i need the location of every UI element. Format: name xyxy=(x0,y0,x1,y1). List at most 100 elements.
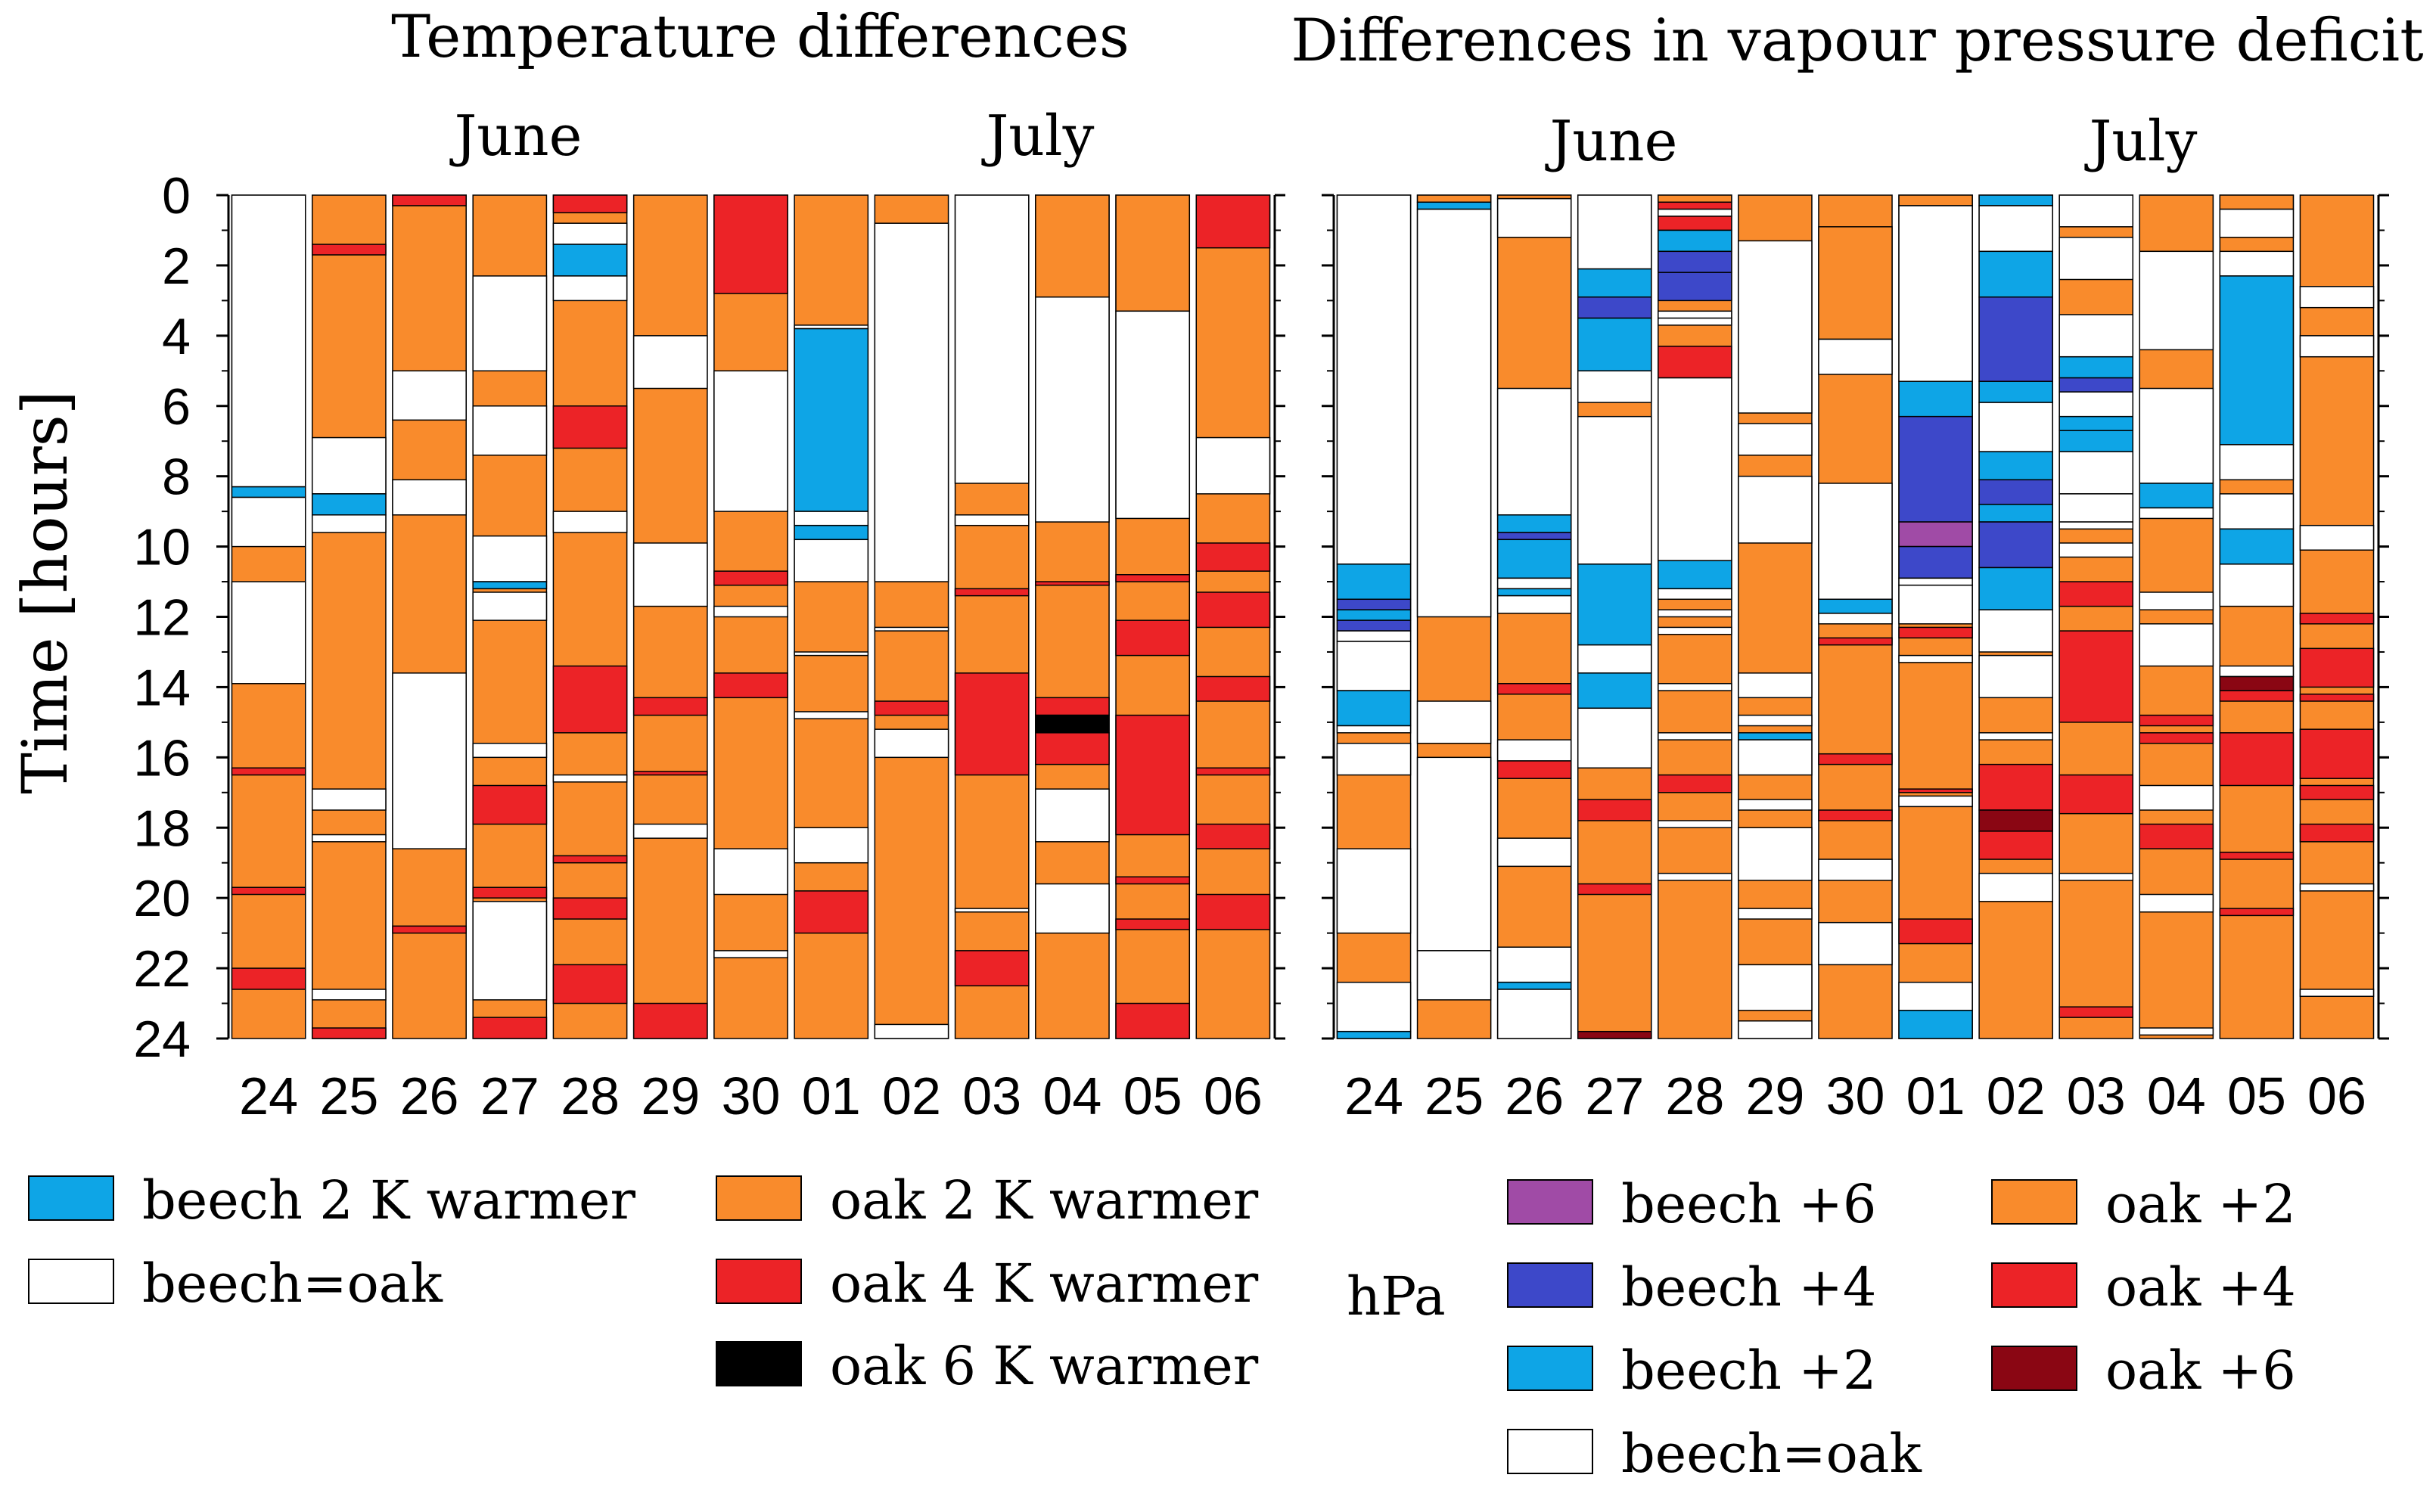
vpd-cell-equal xyxy=(1818,613,1893,625)
vpd-cell-equal xyxy=(2219,444,2295,481)
temperature-cell-equal xyxy=(311,788,387,811)
temperature-cell-equal xyxy=(472,591,548,621)
vpd-legend-swatch-beech6 xyxy=(1507,1179,1593,1225)
vpd-cell-equal xyxy=(2058,493,2134,523)
vpd-column-04 xyxy=(2139,194,2214,1039)
vpd-cell-oak2 xyxy=(1898,194,1973,206)
temperature-cell-equal xyxy=(954,908,1030,913)
vpd-cell-equal xyxy=(1818,858,1893,881)
vpd-x-tick-label: 24 xyxy=(1344,1066,1403,1125)
vpd-cell-beech4 xyxy=(1577,296,1652,319)
vpd-cell-beech2 xyxy=(1577,268,1652,298)
vpd-cell-equal xyxy=(1978,654,2053,699)
vpd-cell-oak4 xyxy=(1818,637,1893,646)
temperature-column-base xyxy=(632,194,708,1039)
temperature-cell-oak4 xyxy=(954,950,1030,987)
temperature-column-25 xyxy=(311,194,387,1039)
y-tick-label: 4 xyxy=(162,308,191,365)
vpd-cell-beech4 xyxy=(1336,619,1412,632)
temperature-cell-oak6 xyxy=(1035,714,1110,734)
vpd-cell-oak4 xyxy=(1658,774,1732,793)
temperature-cell-equal xyxy=(713,370,788,512)
vpd-cell-beech4 xyxy=(1336,598,1412,610)
vpd-cell-equal xyxy=(1496,387,1572,516)
vpd-cell-beech2 xyxy=(1978,380,2053,403)
temperature-cell-equal xyxy=(472,405,548,456)
vpd-cell-oak6 xyxy=(1978,809,2053,832)
temperature-cell-equal xyxy=(874,626,949,632)
temperature-legend-item-equal: beech=oak xyxy=(28,1253,443,1315)
temperature-cell-oak4 xyxy=(632,771,708,776)
temperature-cell-equal xyxy=(311,436,387,495)
temperature-x-tick-label: 03 xyxy=(962,1066,1021,1125)
vpd-cell-oak4 xyxy=(2219,732,2295,787)
vpd-x-tick-label: 27 xyxy=(1585,1066,1644,1125)
vpd-cell-equal xyxy=(2058,872,2134,881)
temperature-x-tick-label: 01 xyxy=(802,1066,861,1125)
temperature-cell-equal xyxy=(713,848,788,896)
temperature-panel: Temperature differences June July Time [… xyxy=(10,3,1285,1125)
temperature-cell-oak4 xyxy=(552,194,628,213)
temperature-cell-oak4 xyxy=(1035,697,1110,716)
vpd-cell-oak6 xyxy=(1577,1030,1652,1039)
temperature-cell-beech2 xyxy=(794,328,869,512)
vpd-column-30 xyxy=(1818,194,1893,1039)
temperature-cell-equal xyxy=(472,275,548,372)
vpd-column-28 xyxy=(1658,194,1732,1039)
temperature-cell-oak4 xyxy=(311,1027,387,1039)
temperature-column-06 xyxy=(1195,194,1271,1039)
vpd-column-26 xyxy=(1496,194,1572,1039)
vpd-legend-item-beech4: beech +4 xyxy=(1507,1256,1876,1318)
vpd-cell-oak4 xyxy=(2299,728,2375,779)
vpd-cell-equal xyxy=(1898,654,1973,663)
vpd-cell-oak4 xyxy=(1658,216,1732,231)
y-axis-label: Time [hours] xyxy=(10,390,82,794)
temperature-cell-equal xyxy=(472,743,548,759)
vpd-cell-beech2 xyxy=(1898,380,1973,418)
vpd-cell-equal xyxy=(1658,626,1732,635)
vpd-cell-equal xyxy=(2058,194,2134,228)
vpd-cell-beech2 xyxy=(1658,560,1732,590)
vpd-cell-oak4 xyxy=(1978,831,2053,860)
vpd-cell-beech2 xyxy=(1496,514,1572,533)
vpd-column-24 xyxy=(1336,194,1412,1039)
vpd-cell-equal xyxy=(2299,883,2375,892)
vpd-cell-oak4 xyxy=(2219,908,2295,917)
vpd-cell-equal xyxy=(2058,521,2134,530)
temperature-cells xyxy=(231,194,1271,1039)
temperature-cell-oak4 xyxy=(1115,714,1191,836)
y-tick-label: 20 xyxy=(133,870,191,927)
temperature-month-july: July xyxy=(981,104,1095,169)
temperature-cell-equal xyxy=(1115,310,1191,520)
vpd-cell-oak4 xyxy=(2058,1006,2134,1018)
temperature-cell-equal xyxy=(632,335,708,390)
temperature-column-27 xyxy=(472,194,548,1039)
vpd-legend-label-beech6: beech +6 xyxy=(1621,1173,1876,1235)
vpd-cell-beech2 xyxy=(1416,201,1492,210)
temperature-cell-equal xyxy=(713,605,788,618)
temperature-cell-equal xyxy=(794,651,869,657)
temperature-cell-oak4 xyxy=(231,886,306,896)
temperature-cell-oak4 xyxy=(392,925,467,934)
vpd-cell-equal xyxy=(1738,714,1813,727)
vpd-cell-beech2 xyxy=(1577,317,1652,372)
vpd-cell-equal xyxy=(1496,197,1572,238)
vpd-cell-beech2 xyxy=(1496,588,1572,597)
y-tick-label: 22 xyxy=(133,940,191,998)
temperature-cell-equal xyxy=(392,672,467,849)
y-tick-label: 6 xyxy=(162,378,191,436)
vpd-cell-beech2 xyxy=(1336,609,1412,621)
vpd-legend-swatch-oak6 xyxy=(1991,1346,2077,1391)
vpd-cell-equal xyxy=(2139,623,2214,667)
temperature-x-tick-label: 27 xyxy=(480,1066,539,1125)
temperature-legend: beech 2 K warmer beech=oak oak 2 K warmer o… xyxy=(28,1169,1259,1397)
vpd-cell-equal xyxy=(1978,609,2053,653)
vpd-cell-equal xyxy=(1818,338,1893,375)
vpd-cell-equal xyxy=(1416,950,1492,1001)
vpd-x-tick-label: 25 xyxy=(1425,1066,1484,1125)
temperature-legend-swatch-beech2 xyxy=(28,1175,114,1221)
temperature-cell-equal xyxy=(874,728,949,759)
vpd-cell-equal xyxy=(1978,872,2053,902)
temperature-cell-equal xyxy=(552,275,628,302)
